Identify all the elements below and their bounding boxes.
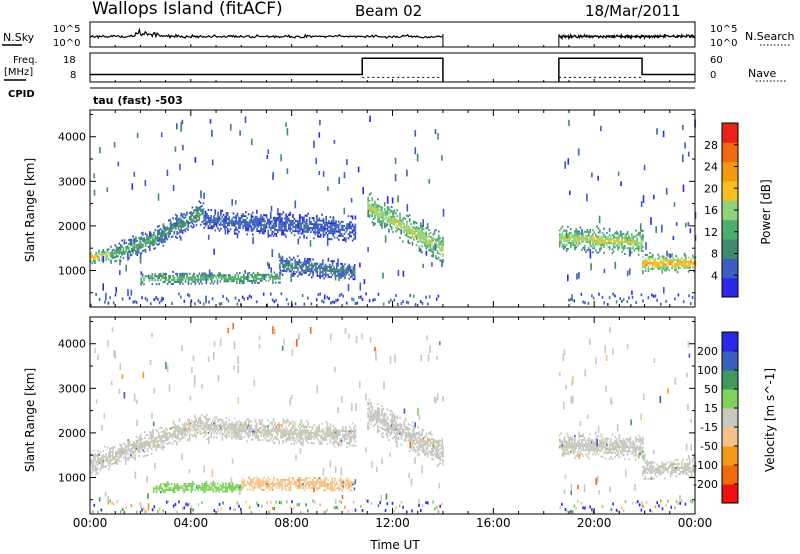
beam-label: Beam 02 (355, 2, 423, 20)
power-colorbar-segment (722, 142, 738, 163)
y-tick-label: 3000 (58, 175, 86, 188)
station-title: Wallops Island (fitACF) (92, 0, 283, 19)
y-tick-label: 1000 (58, 264, 86, 277)
power-colorbar-tick-label: 4 (711, 269, 718, 282)
velocity-colorbar-tick-label: -15 (700, 421, 718, 434)
power-colorbar-tick-label: 28 (704, 139, 718, 152)
freq-trace (558, 57, 695, 82)
velocity-colorbar-segment (722, 332, 738, 352)
power-colorbar-segment (722, 258, 738, 279)
power-colorbar-tick-label: 16 (704, 204, 718, 217)
freq-tick-bottom: 8 (70, 70, 77, 81)
y-tick-label: 4000 (58, 131, 86, 144)
nave-tick-bottom: 0 (710, 70, 717, 81)
power-colorbar-tick-label: 24 (704, 161, 718, 174)
velocity-colorbar-tick-label: 200 (697, 345, 718, 358)
freq-label: Freq. (13, 55, 38, 66)
velocity-colorbar-frame (721, 331, 739, 504)
y-tick-label: 1000 (58, 471, 86, 484)
velocity-colorbar-tick-label: 15 (704, 402, 718, 415)
y-tick-label: 4000 (58, 338, 86, 351)
velocity-colorbar-tick-label: 100 (697, 364, 718, 377)
nsearch-tick-top: 10^5 (710, 24, 738, 35)
freq-trace (90, 57, 444, 82)
velocity-colorbar-segment (722, 465, 738, 485)
nsearch-label: N.Search (745, 30, 795, 43)
power-colorbar-tick-label: 12 (704, 226, 718, 239)
cpid-label: CPID (8, 89, 35, 100)
freq-unit: [MHz] (4, 67, 34, 78)
nsearch-tick-bottom: 10^0 (710, 38, 738, 49)
velocity-colorbar-tick-label: 50 (704, 383, 718, 396)
y-tick-label: 2000 (58, 427, 86, 440)
velocity-colorbar-segment (722, 446, 738, 466)
x-tick-label: 12:00 (375, 516, 410, 530)
velocity-colorbar-segment (722, 484, 738, 504)
velocity-colorbar-segment (722, 389, 738, 409)
x-tick-label: 00:00 (73, 516, 108, 530)
power-colorbar-tick-label: 20 (704, 182, 718, 195)
velocity-colorbar-segment (722, 408, 738, 428)
nave-label: Nave (748, 67, 777, 80)
nsky-label: N.Sky (3, 31, 35, 44)
power-panel (90, 115, 697, 307)
velocity-colorbar-tick-label: -200 (693, 478, 718, 491)
power-colorbar-segment (722, 161, 738, 182)
nsky-trace (558, 32, 696, 41)
velocity-colorbar-segment (722, 351, 738, 371)
cpid-value: tau (fast) -503 (93, 94, 183, 107)
power-colorbar-segment (722, 239, 738, 259)
power-colorbar-segment (722, 219, 738, 240)
velocity-panel (90, 322, 697, 514)
x-tick-label: 00:00 (678, 516, 713, 530)
x-axis-label: Time UT (370, 538, 420, 552)
x-tick-label: 04:00 (174, 516, 209, 530)
power-colorbar-segment (722, 123, 738, 143)
velocity-colorbar-segment (722, 370, 738, 390)
x-tick-label: 20:00 (577, 516, 612, 530)
nsky-frame (89, 21, 696, 48)
velocity-colorbar-tick-label: -50 (700, 440, 718, 453)
power-colorbar-tick-label: 8 (711, 248, 718, 261)
nave-tick-top: 60 (710, 55, 723, 66)
nsky-trace (89, 27, 443, 40)
y-tick-label: 3000 (58, 382, 86, 395)
power-colorbar-segment (722, 200, 738, 221)
y-tick-label: 2000 (58, 220, 86, 233)
velocity-colorbar-segment (722, 427, 738, 447)
power-colorbar-segment (722, 181, 738, 201)
nsky-tick-bottom: 10^0 (53, 38, 81, 49)
velocity-colorbar-tick-label: -100 (693, 459, 718, 472)
date-label: 18/Mar/2011 (585, 2, 681, 20)
x-tick-label: 16:00 (476, 516, 511, 530)
freq-tick-top: 18 (63, 55, 76, 66)
x-tick-label: 08:00 (274, 516, 309, 530)
nsky-tick-top: 10^5 (53, 24, 81, 35)
power-colorbar-segment (722, 277, 738, 298)
